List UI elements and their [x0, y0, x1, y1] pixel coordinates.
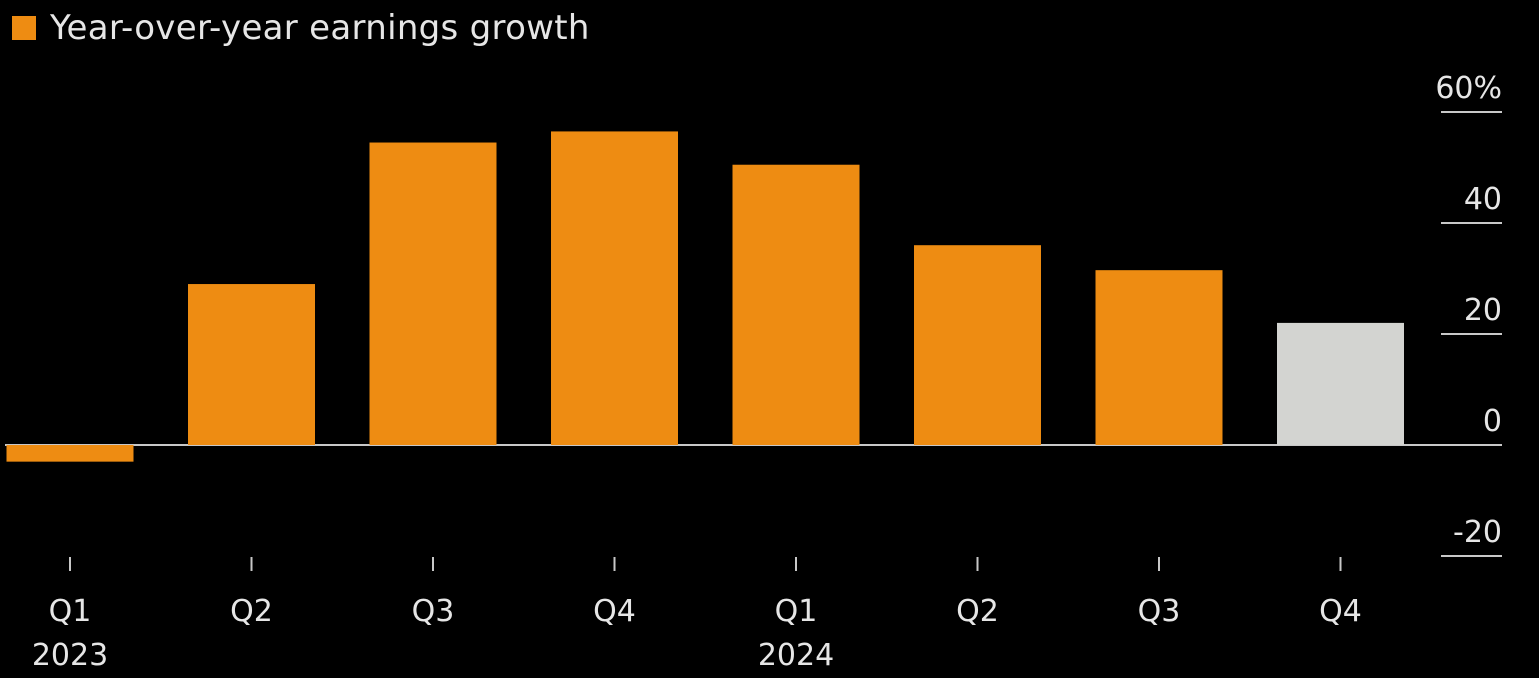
x-tick-label: Q1 — [775, 594, 818, 629]
legend-label: Year-over-year earnings growth — [50, 8, 590, 48]
y-tick-label: -20 — [1453, 515, 1502, 550]
x-year-label: 2024 — [758, 638, 834, 673]
y-tick-label: 60% — [1435, 71, 1502, 106]
bar — [732, 164, 860, 445]
x-tick-label: Q4 — [1319, 594, 1362, 629]
bar — [551, 131, 678, 446]
x-tick-label: Q4 — [593, 594, 636, 629]
x-tick-label: Q3 — [412, 594, 455, 629]
bar — [1095, 270, 1223, 445]
y-tick-label: 0 — [1483, 404, 1502, 439]
bar — [914, 245, 1041, 445]
y-tick-label: 20 — [1464, 293, 1502, 328]
x-tick-label: Q1 — [49, 594, 92, 629]
x-tick-label: Q3 — [1138, 594, 1181, 629]
x-tick-label: Q2 — [956, 594, 999, 629]
y-tick-label: 40 — [1464, 182, 1502, 217]
bar — [6, 445, 134, 462]
bar-estimate — [1277, 322, 1404, 445]
chart-legend: Year-over-year earnings growth — [12, 6, 590, 50]
x-tick-label: Q2 — [230, 594, 273, 629]
bar — [188, 284, 315, 445]
bar — [369, 142, 497, 445]
legend-swatch — [12, 16, 36, 40]
x-year-label: 2023 — [32, 638, 108, 673]
